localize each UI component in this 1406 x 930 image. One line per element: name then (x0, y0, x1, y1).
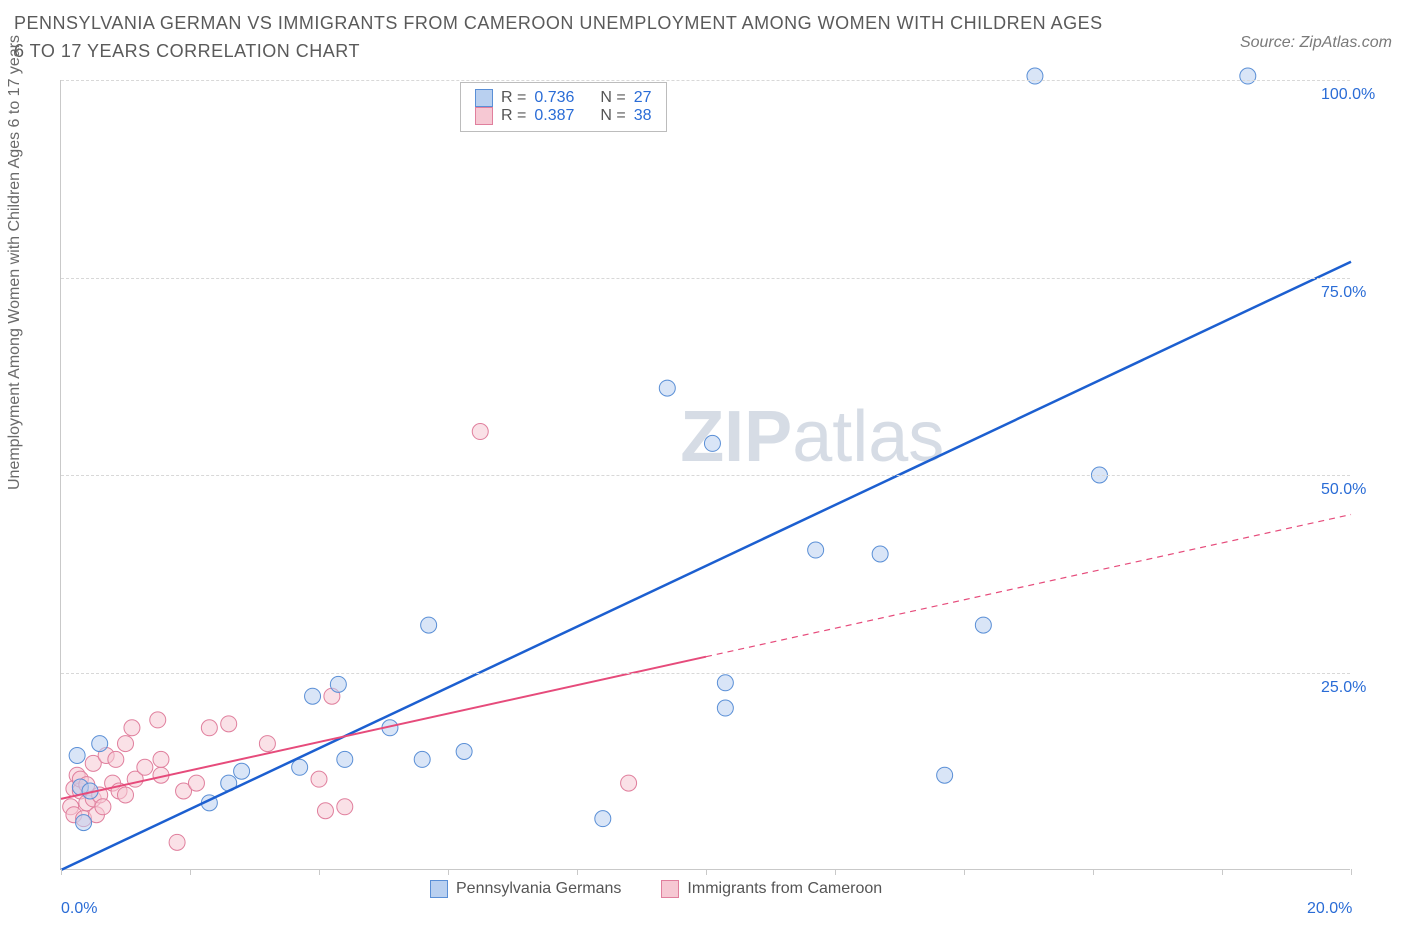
r-label: R = (501, 107, 526, 125)
series-label: Immigrants from Cameroon (687, 880, 882, 898)
y-tick-label: 75.0% (1321, 284, 1366, 302)
chart-container: PENNSYLVANIA GERMAN VS IMMIGRANTS FROM C… (0, 0, 1406, 930)
series-legend: Pennsylvania Germans Immigrants from Cam… (430, 880, 882, 898)
n-value: 27 (634, 89, 652, 107)
series-label: Pennsylvania Germans (456, 880, 621, 898)
legend-row-a: R = 0.736 N = 27 (475, 89, 652, 107)
y-tick-label: 50.0% (1321, 481, 1366, 499)
series-legend-a: Pennsylvania Germans (430, 880, 621, 898)
y-tick-label: 25.0% (1321, 679, 1366, 697)
legend-swatch-a (430, 880, 448, 898)
legend-row-b: R = 0.387 N = 38 (475, 107, 652, 125)
legend-swatch-b (475, 107, 493, 125)
source-attribution: Source: ZipAtlas.com (1240, 34, 1392, 52)
x-tick-label: 20.0% (1307, 900, 1352, 918)
chart-title: PENNSYLVANIA GERMAN VS IMMIGRANTS FROM C… (14, 10, 1114, 66)
plot-area: ZIPatlas 25.0%50.0%75.0%100.0%0.0%20.0% (60, 80, 1350, 870)
y-tick-label: 100.0% (1321, 86, 1375, 104)
n-value: 38 (634, 107, 652, 125)
correlation-legend: R = 0.736 N = 27 R = 0.387 N = 38 (460, 82, 667, 132)
series-legend-b: Immigrants from Cameroon (661, 880, 882, 898)
r-value: 0.387 (534, 107, 574, 125)
r-value: 0.736 (534, 89, 574, 107)
r-label: R = (501, 89, 526, 107)
n-label: N = (600, 89, 625, 107)
n-label: N = (600, 107, 625, 125)
y-axis-label: Unemployment Among Women with Children A… (6, 35, 24, 490)
legend-swatch-b (661, 880, 679, 898)
header: PENNSYLVANIA GERMAN VS IMMIGRANTS FROM C… (14, 10, 1392, 66)
x-tick-label: 0.0% (61, 900, 97, 918)
legend-swatch-a (475, 89, 493, 107)
